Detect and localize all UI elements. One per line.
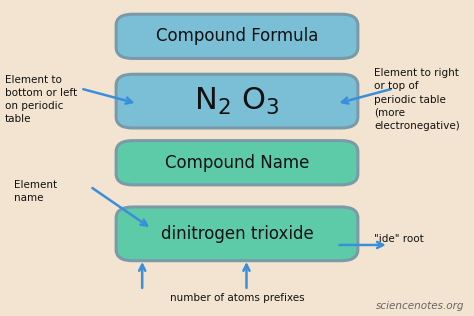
Text: Element to
bottom or left
on periodic
table: Element to bottom or left on periodic ta…: [5, 75, 77, 124]
Text: Compound Formula: Compound Formula: [156, 27, 318, 45]
Text: dinitrogen trioxide: dinitrogen trioxide: [161, 225, 313, 243]
FancyBboxPatch shape: [116, 74, 358, 128]
Text: number of atoms prefixes: number of atoms prefixes: [170, 293, 304, 303]
Text: sciencenotes.org: sciencenotes.org: [376, 301, 465, 311]
Text: "ide" root: "ide" root: [374, 234, 424, 244]
Text: $\mathregular{N_2\ O_3}$: $\mathregular{N_2\ O_3}$: [194, 86, 280, 117]
Text: Compound Name: Compound Name: [165, 154, 309, 172]
FancyBboxPatch shape: [116, 141, 358, 185]
Text: Element
name: Element name: [14, 179, 57, 203]
FancyBboxPatch shape: [116, 14, 358, 58]
FancyBboxPatch shape: [116, 207, 358, 261]
Text: Element to right
or top of
periodic table
(more
electronegative): Element to right or top of periodic tabl…: [374, 68, 460, 131]
